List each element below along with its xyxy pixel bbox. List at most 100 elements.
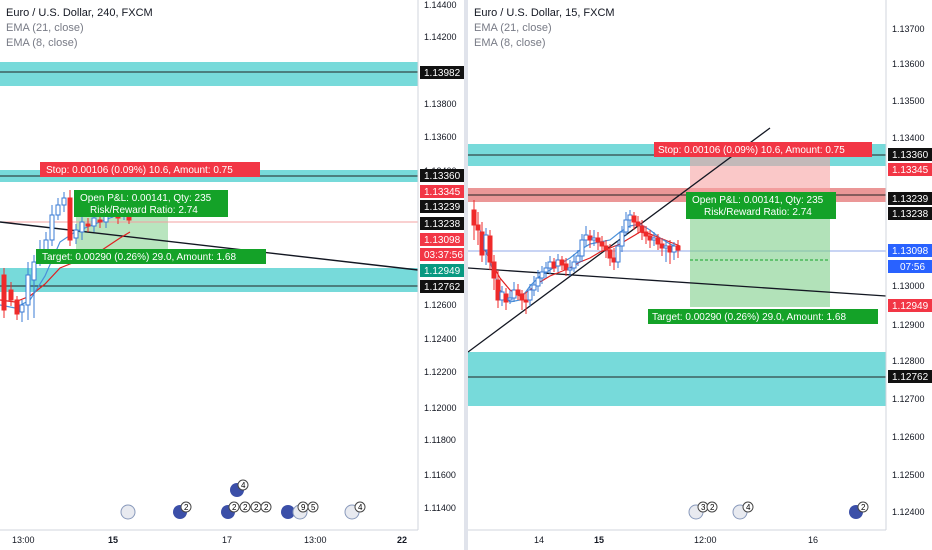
right-candle [547, 261, 553, 269]
right-price-tick: 1.13000 [892, 281, 925, 291]
us-flag-icon[interactable] [120, 504, 136, 520]
left-price-tick: 1.12400 [424, 334, 457, 344]
right-candle [671, 245, 677, 253]
left-candle [79, 221, 85, 233]
right-candle [663, 245, 669, 249]
left-price-tick: 1.11800 [424, 435, 456, 445]
right-badge-3 [888, 192, 932, 205]
right-candle [535, 277, 541, 287]
left-timer-badge [420, 248, 464, 261]
right-candle [647, 235, 653, 241]
right-candle [655, 237, 661, 245]
event-count-badge[interactable] [857, 501, 869, 513]
left-candle [91, 217, 97, 227]
right-candle [599, 241, 605, 247]
left-badge-4-text: 1.13239 [424, 202, 461, 213]
left-symbol-title[interactable]: Euro / U.S. Dollar, 240, FXCM [6, 7, 153, 19]
event-count-badge[interactable] [706, 501, 718, 513]
left-badge-3-text: 1.13345 [424, 187, 461, 198]
right-price-tick: 1.13500 [892, 96, 925, 106]
right-badge-1-text: 1.13360 [892, 150, 929, 161]
right-price-tick: 1.13400 [892, 133, 925, 143]
left-xtick-5: 22 [397, 535, 407, 545]
right-candle [563, 263, 569, 271]
left-badge-5-text: 1.13238 [424, 219, 461, 230]
right-target-label-bg [648, 309, 878, 324]
right-price-tick: 1.13600 [892, 59, 925, 69]
left-pnl-label: Open P&L: 0.00141, Qty: 235 [80, 193, 212, 204]
event-count: 2 [861, 503, 866, 512]
left-badge-2-text: 1.13360 [424, 171, 461, 182]
event-count: 4 [241, 481, 246, 490]
right-candle [631, 215, 637, 223]
right-candle [595, 237, 601, 243]
right-candle [567, 267, 573, 271]
left-target-label-bg [36, 249, 266, 264]
right-candle [543, 267, 549, 273]
left-pnl-label-bg [74, 190, 228, 217]
right-stop-label: Stop: 0.00106 (0.09%) 10.6, Amount: 0.75 [658, 145, 845, 156]
left-xtick-2: 15 [108, 535, 118, 545]
right-chart-svg[interactable]: Stop: 0.00106 (0.09%) 10.6, Amount: 0.75… [468, 0, 932, 550]
event-count-badge[interactable] [239, 501, 251, 513]
right-candle [511, 289, 517, 299]
right-candle [503, 293, 509, 303]
right-badge-7-text: 1.12762 [892, 372, 929, 383]
right-zone-bottom [468, 352, 886, 406]
right-candle [507, 297, 513, 301]
left-price-tick: 1.13600 [424, 132, 457, 142]
right-rr-label: Risk/Reward Ratio: 2.74 [704, 207, 812, 218]
left-event-markers[interactable]: 2 4 2 2 2 2 9 5 4 [120, 479, 366, 520]
left-chart-pane[interactable]: Stop: 0.00106 (0.09%) 10.6, Amount: 0.75… [0, 0, 464, 550]
left-xtick-3: 17 [222, 535, 232, 545]
left-badge-2 [420, 169, 464, 182]
right-candle [495, 279, 501, 301]
event-count-badge[interactable] [237, 479, 249, 491]
right-event-markers[interactable]: 3 2 4 2 [688, 501, 869, 520]
right-ema8-legend[interactable]: EMA (8, close) [474, 37, 546, 49]
event-count-badge[interactable] [742, 501, 754, 513]
right-candle [659, 243, 665, 249]
right-badge-2-text: 1.13345 [892, 165, 929, 176]
left-stop-label-bg [40, 162, 260, 177]
right-ema21-legend[interactable]: EMA (21, close) [474, 22, 552, 34]
left-ema21-legend[interactable]: EMA (21, close) [6, 22, 84, 34]
event-count: 2 [710, 503, 715, 512]
left-price-tick: 1.12000 [424, 403, 457, 413]
event-count-badge[interactable] [260, 501, 272, 513]
left-chart-svg[interactable]: Stop: 0.00106 (0.09%) 10.6, Amount: 0.75… [0, 0, 464, 550]
left-xtick-4: 13:00 [304, 535, 327, 545]
right-pnl-label-bg [686, 192, 836, 219]
left-candle [67, 197, 73, 241]
left-candle [19, 304, 25, 313]
left-legend[interactable]: Euro / U.S. Dollar, 240, FXCM EMA (21, c… [6, 6, 153, 51]
right-candle [571, 261, 577, 269]
right-candle [575, 255, 581, 263]
right-badge-4 [888, 207, 932, 220]
right-candle [559, 259, 565, 266]
right-trendline-upper [468, 127, 771, 353]
eu-flag-icon[interactable] [281, 505, 295, 519]
right-badge-3-text: 1.13239 [892, 194, 929, 205]
right-stop-label-bg [654, 142, 872, 157]
right-xtick-4: 16 [808, 535, 818, 545]
left-price-tick: 1.14200 [424, 32, 457, 42]
right-candle [499, 291, 505, 301]
right-legend[interactable]: Euro / U.S. Dollar, 15, FXCM EMA (21, cl… [474, 6, 615, 51]
event-count-badge[interactable] [228, 501, 240, 513]
pane-divider[interactable] [464, 0, 468, 550]
left-candle [49, 214, 55, 241]
left-candle [25, 274, 31, 306]
right-candle [603, 245, 609, 251]
right-candle [491, 261, 497, 279]
right-symbol-title[interactable]: Euro / U.S. Dollar, 15, FXCM [474, 7, 615, 19]
event-count-badge[interactable] [354, 501, 366, 513]
event-count-badge[interactable] [307, 501, 319, 513]
left-ema8-legend[interactable]: EMA (8, close) [6, 37, 78, 49]
right-price-tick: 1.12400 [892, 507, 925, 517]
event-count-badge[interactable] [180, 501, 192, 513]
right-chart-pane[interactable]: Stop: 0.00106 (0.09%) 10.6, Amount: 0.75… [468, 0, 932, 550]
left-badge-3 [420, 185, 464, 198]
right-badge-6-text: 1.12949 [892, 301, 929, 312]
right-price-tick: 1.12500 [892, 470, 925, 480]
